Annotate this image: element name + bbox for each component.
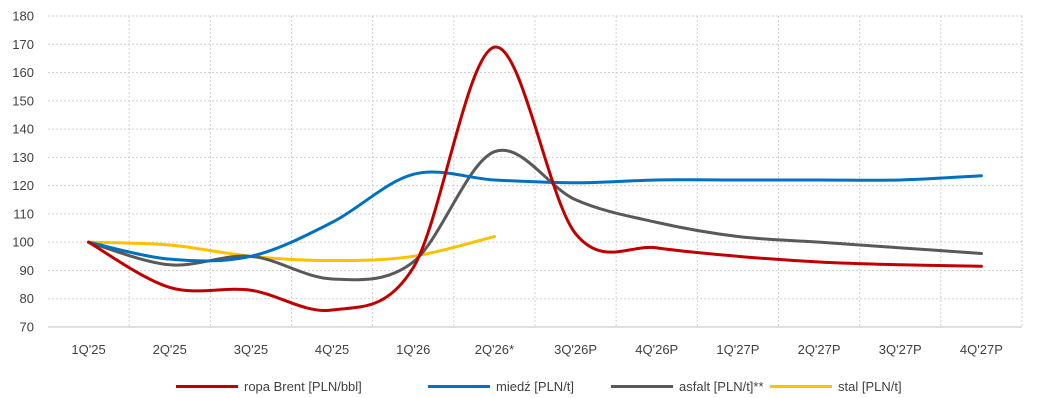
x-tick-label: 1Q'26 — [396, 342, 430, 357]
grid — [48, 15, 1023, 327]
x-tick-label: 1Q'25 — [71, 342, 105, 357]
series-lines — [87, 45, 983, 313]
x-tick-label: 4Q'27P — [960, 342, 1003, 357]
legend: ropa Brent [PLN/bbl] miedź [PLN/t] asfalt … — [176, 379, 902, 394]
y-tick-label: 130 — [12, 150, 34, 165]
x-tick-label: 2Q'26* — [475, 342, 514, 357]
legend-label: asfalt [PLN/t]** — [679, 379, 764, 394]
x-tick-label: 1Q'27P — [716, 342, 759, 357]
y-tick-label: 110 — [13, 206, 34, 221]
x-tick-label: 3Q'25 — [234, 342, 268, 357]
series-line-0 — [87, 45, 983, 313]
y-tick-label: 150 — [12, 93, 34, 108]
y-tick-label: 160 — [12, 65, 34, 80]
x-tick-label: 4Q'26P — [635, 342, 678, 357]
legend-label: miedź [PLN/t] — [496, 379, 574, 394]
y-tick-label: 140 — [12, 122, 34, 137]
y-tick-label: 180 — [12, 9, 34, 24]
series-line-1 — [87, 170, 983, 263]
y-tick-label: 120 — [12, 178, 34, 193]
legend-label: ropa Brent [PLN/bbl] — [244, 379, 362, 394]
y-tick-label: 70 — [20, 320, 34, 335]
y-tick-label: 80 — [20, 291, 34, 306]
x-tick-label: 3Q'26P — [554, 342, 597, 357]
y-tick-label: 100 — [12, 235, 34, 250]
y-tick-label: 170 — [12, 37, 34, 52]
legend-label: stal [PLN/t] — [838, 379, 902, 394]
axes: 70 80 90 100 110 120 130 140 150 160 170 180 1Q'25 2Q… — [12, 9, 1022, 357]
x-tick-label: 2Q'27P — [798, 342, 841, 357]
x-tick-label: 4Q'25 — [315, 342, 349, 357]
y-tick-label: 90 — [20, 263, 34, 278]
x-tick-label: 2Q'25 — [153, 342, 187, 357]
x-tick-label: 3Q'27P — [879, 342, 922, 357]
